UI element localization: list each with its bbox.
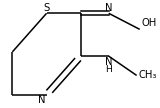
Text: OH: OH <box>141 18 156 28</box>
Text: CH₃: CH₃ <box>138 70 157 80</box>
Text: N: N <box>105 3 112 13</box>
Text: N: N <box>105 57 112 67</box>
Text: N: N <box>38 95 45 105</box>
Text: S: S <box>44 3 50 13</box>
Text: H: H <box>105 65 112 74</box>
